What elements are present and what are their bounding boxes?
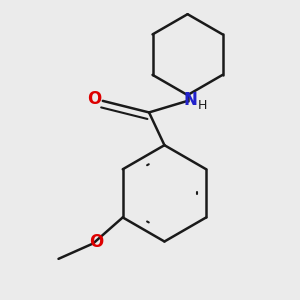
Text: O: O	[87, 90, 101, 108]
Text: H: H	[197, 99, 207, 112]
Text: O: O	[89, 232, 103, 250]
Text: N: N	[184, 91, 197, 109]
